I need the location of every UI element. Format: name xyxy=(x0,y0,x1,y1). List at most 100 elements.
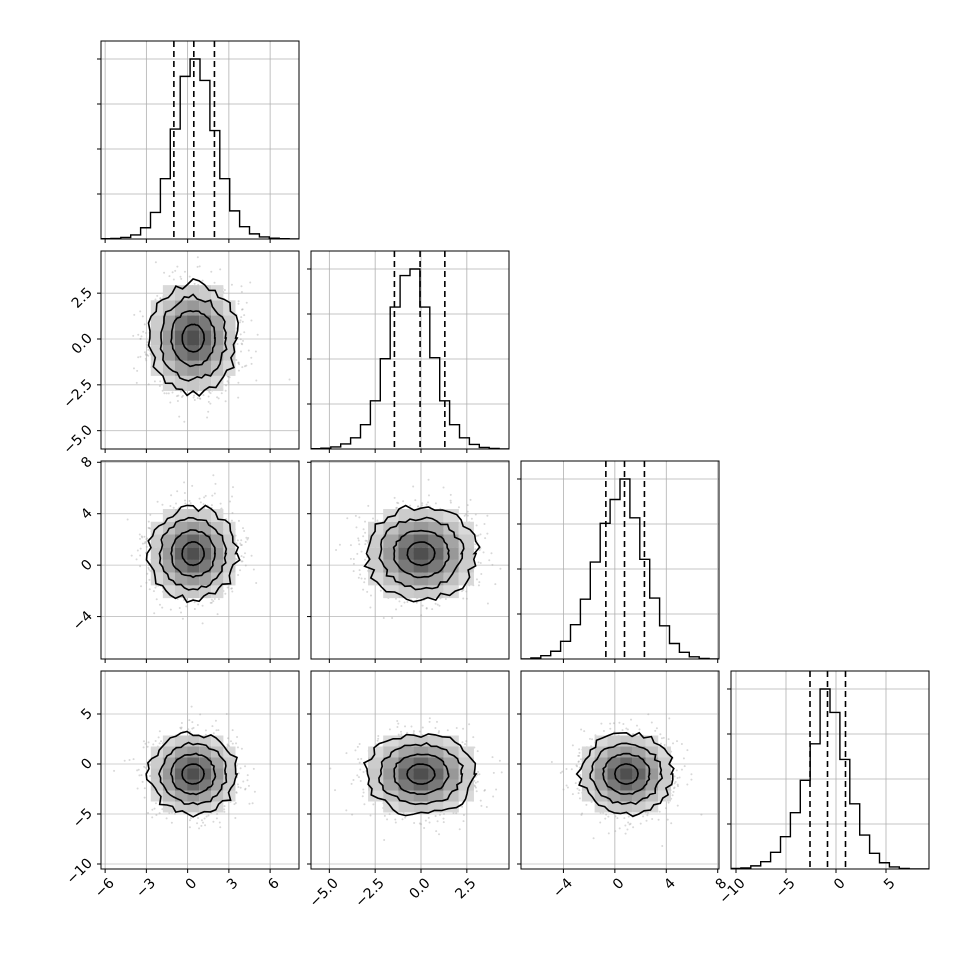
scatter-point xyxy=(246,774,249,777)
scatter-point xyxy=(224,389,227,392)
scatter-point xyxy=(147,566,150,569)
scatter-point xyxy=(143,351,146,354)
scatter-point xyxy=(139,547,142,550)
scatter-point xyxy=(393,496,396,499)
scatter-point xyxy=(210,270,213,273)
scatter-point xyxy=(212,600,215,603)
scatter-point xyxy=(176,400,179,403)
scatter-point xyxy=(146,537,149,540)
scatter-point xyxy=(371,517,374,520)
scatter-point xyxy=(427,478,430,481)
scatter-point xyxy=(382,616,385,619)
density-cell xyxy=(174,300,188,316)
scatter-point xyxy=(143,535,146,538)
density-cell xyxy=(211,521,224,535)
scatter-point xyxy=(242,339,245,342)
scatter-point xyxy=(397,502,400,505)
scatter-point xyxy=(197,603,200,606)
scatter-point xyxy=(243,331,246,334)
scatter-point xyxy=(201,279,204,282)
scatter-point xyxy=(484,537,487,540)
scatter-point xyxy=(462,589,465,592)
scatter-point xyxy=(216,613,219,616)
scatter-point xyxy=(207,410,210,413)
scatter-point xyxy=(488,559,491,562)
scatter-point xyxy=(364,539,367,542)
scatter-point xyxy=(463,514,466,517)
scatter-point xyxy=(193,607,196,610)
scatter-point xyxy=(242,527,245,530)
scatter-point xyxy=(366,590,369,593)
scatter-point xyxy=(237,573,240,576)
density-cell xyxy=(199,315,212,331)
scatter-point xyxy=(155,598,158,601)
scatter-point xyxy=(470,517,473,520)
histogram-step-line xyxy=(311,268,509,449)
scatter-point xyxy=(223,288,226,291)
histogram-panel-0 xyxy=(97,40,300,243)
scatter-point xyxy=(490,552,493,555)
scatter-point xyxy=(228,376,231,379)
pair-panel-0-1: −5.0−2.50.02.5 xyxy=(60,250,300,458)
scatter-point xyxy=(153,380,156,383)
scatter-point xyxy=(174,269,177,272)
density-cell xyxy=(162,534,175,548)
scatter-point xyxy=(202,503,205,506)
density-blocks xyxy=(150,285,236,392)
scatter-point xyxy=(183,270,186,273)
scatter-point xyxy=(417,505,420,508)
scatter-point xyxy=(139,337,142,340)
scatter-point xyxy=(357,537,360,540)
scatter-point xyxy=(146,341,149,344)
scatter-point xyxy=(244,564,247,567)
scatter-point xyxy=(479,533,482,536)
scatter-point xyxy=(143,542,146,545)
scatter-point xyxy=(367,504,370,507)
scatter-point xyxy=(153,612,156,615)
scatter-point xyxy=(421,504,424,507)
scatter-point xyxy=(196,397,199,400)
scatter-point xyxy=(147,354,150,357)
density-cell xyxy=(174,315,188,331)
density-cell xyxy=(458,559,474,573)
density-cell xyxy=(199,360,212,376)
scatter-point xyxy=(238,363,241,366)
scatter-point xyxy=(434,502,437,505)
density-cell xyxy=(187,300,200,316)
scatter-point xyxy=(217,397,220,400)
scatter-point xyxy=(354,514,357,517)
scatter-point xyxy=(231,742,234,745)
scatter-point xyxy=(199,397,202,400)
scatter-point xyxy=(235,358,238,361)
scatter-point xyxy=(188,500,191,503)
scatter-point xyxy=(210,504,213,507)
scatter-point xyxy=(163,271,166,274)
scatter-point xyxy=(235,542,238,545)
scatter-point xyxy=(462,597,465,600)
scatter-point xyxy=(239,333,242,336)
scatter-point xyxy=(425,503,428,506)
scatter-point xyxy=(152,590,155,593)
scatter-point xyxy=(357,539,360,542)
scatter-point xyxy=(232,486,235,489)
contour-line-0 xyxy=(181,323,206,353)
density-cell xyxy=(174,521,188,535)
scatter-point xyxy=(369,594,372,597)
axes-frame xyxy=(310,250,510,450)
scatter-point xyxy=(141,780,144,783)
scatter-point xyxy=(161,606,164,609)
scatter-point xyxy=(230,587,233,590)
scatter-point xyxy=(237,381,240,384)
scatter-point xyxy=(420,614,423,617)
scatter-point xyxy=(130,554,133,557)
scatter-point xyxy=(210,598,213,601)
density-cell xyxy=(150,330,163,346)
scatter-point xyxy=(436,603,439,606)
scatter-point xyxy=(364,558,367,561)
scatter-point xyxy=(154,586,157,589)
scatter-point xyxy=(138,533,141,536)
scatter-point xyxy=(230,283,233,286)
scatter-point xyxy=(180,277,183,280)
scatter-point xyxy=(237,302,240,305)
scatter-point xyxy=(145,538,148,541)
